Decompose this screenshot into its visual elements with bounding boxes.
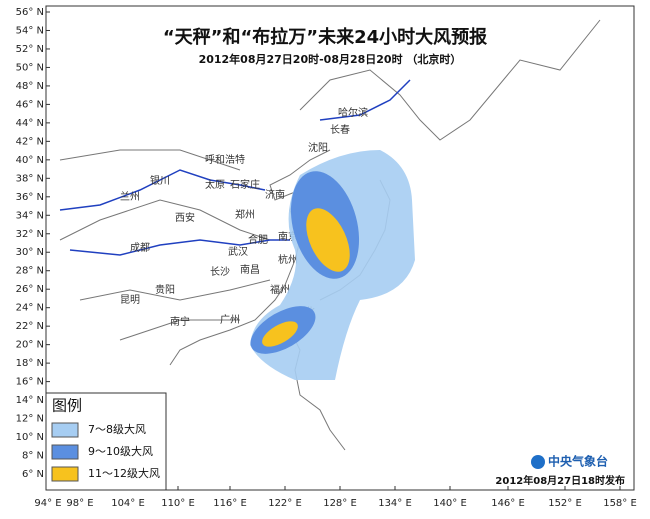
lat-label: 46° N [16,99,44,110]
lat-label: 12° N [16,414,44,425]
legend-label: 9～10级大风 [88,444,153,458]
lon-label: 94° E [34,498,61,509]
legend-swatch [51,444,79,460]
city-label: 武汉 [228,245,248,258]
wind-zone-11-12 [306,208,350,272]
lon-label: 128° E [323,498,357,509]
lon-label: 110° E [161,498,195,509]
agency-name: 中央气象台 [548,454,608,469]
lat-label: 30° N [16,247,44,258]
legend-label: 7～8级大风 [88,422,146,436]
city-label: 南昌 [240,263,260,276]
city-label: 哈尔滨 [338,106,368,119]
graticule-labels: 56° N 54° N 52° N 50° N 48° N 46° N 44° N 42° N… [16,7,637,509]
lat-label: 56° N [16,7,44,18]
city-label: 长春 [330,124,350,136]
lat-label: 26° N [16,284,44,295]
logo-icon [531,455,545,469]
lat-label: 28° N [16,266,44,277]
city-label: 太原 [205,178,225,191]
agency-logo: 中央气象台 [531,454,608,469]
wind-zone-11-12 [262,321,298,347]
legend-label: 11～12级大风 [88,466,160,480]
lat-label: 14° N [16,395,44,406]
city-label: 石家庄 [230,178,260,191]
city-label: 沈阳 [308,141,328,154]
lat-label: 38° N [16,173,44,184]
legend: 图例 7～8级大风 9～10级大风 11～12级大风 [45,392,167,491]
lon-label: 158° E [603,498,637,509]
city-label: 南宁 [170,315,190,328]
lat-label: 6° N [22,469,44,480]
city-label: 成都 [130,242,150,254]
lat-label: 54° N [16,25,44,36]
city-label: 昆明 [120,294,140,306]
lat-label: 48° N [16,81,44,92]
rivers [59,79,411,256]
city-label: 济南 [265,188,285,201]
legend-title: 图例 [52,397,82,415]
lat-label: 34° N [16,210,44,221]
city-label: 郑州 [235,208,255,221]
lon-label: 134° E [378,498,412,509]
lon-label: 122° E [268,498,302,509]
city-label: 西安 [175,211,195,224]
city-label: 福州 [270,283,290,296]
map-title: “天秤”和“布拉万”未来24小时大风预报 [163,26,487,48]
lon-label: 104° E [111,498,145,509]
issue-time: 2012年08月27日18时发布 [495,474,625,487]
lat-label: 40° N [16,155,44,166]
lon-label: 146° E [491,498,525,509]
legend-items: 7～8级大风 9～10级大风 11～12级大风 [51,422,160,482]
lat-label: 10° N [16,432,44,443]
lat-label: 42° N [16,136,44,147]
legend-swatch [51,422,79,438]
lat-label: 24° N [16,303,44,314]
city-label: 贵阳 [155,283,175,296]
city-label: 合肥 [248,233,268,246]
city-label: 广州 [220,314,240,326]
lat-label: 36° N [16,192,44,203]
lon-label: 140° E [433,498,467,509]
city-label: 杭州 [278,253,298,266]
city-label: 长沙 [210,266,230,278]
lon-label: 152° E [548,498,582,509]
lat-label: 16° N [16,377,44,388]
lon-label: 98° E [66,498,93,509]
lat-label: 32° N [16,229,44,240]
lat-label: 50° N [16,62,44,73]
lon-label: 116° E [213,498,247,509]
city-label: 兰州 [120,190,140,203]
lat-label: 20° N [16,340,44,351]
lat-label: 44° N [16,118,44,129]
lat-label: 8° N [22,451,44,462]
wind-zones [250,150,415,380]
lat-label: 52° N [16,44,44,55]
map-subtitle: 2012年08月27日20时-08月28日20时 （北京时） [199,52,462,66]
city-label: 呼和浩特 [205,154,245,166]
lat-label: 22° N [16,321,44,332]
city-label: 银川 [150,174,170,187]
legend-swatch [51,466,79,482]
lat-label: 18° N [16,358,44,369]
